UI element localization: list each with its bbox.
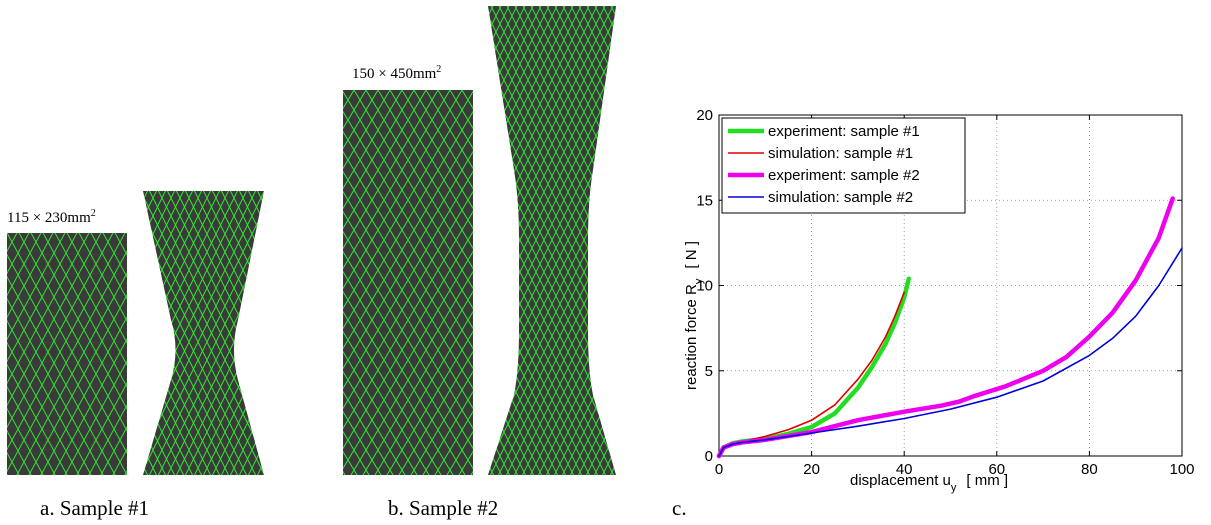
x-tick-label: 40 <box>896 461 913 478</box>
axis-ticks: 0 20 40 60 80 100 0 5 10 15 20 <box>696 107 1194 478</box>
x-tick-label: 80 <box>1081 461 1098 478</box>
x-tick-label: 100 <box>1169 461 1194 478</box>
x-tick-label: 20 <box>803 461 820 478</box>
sample2-dimension-label: 150 × 450mm2 <box>352 64 442 82</box>
x-axis-label: displacement uy[ mm ] <box>850 472 1008 494</box>
y-tick-label: 20 <box>696 107 713 124</box>
sample1-dimension-label: 115 × 230mm2 <box>7 208 96 226</box>
series-line-4 <box>718 247 1183 457</box>
legend-label: experiment: sample #2 <box>768 167 920 184</box>
legend-label: simulation: sample #1 <box>768 145 913 162</box>
caption-c: c. <box>672 496 687 520</box>
legend-label: simulation: sample #2 <box>768 189 913 206</box>
caption-a: a. Sample #1 <box>40 496 150 520</box>
y-tick-label: 0 <box>705 448 713 465</box>
x-tick-label: 60 <box>988 461 1005 478</box>
y-tick-label: 15 <box>696 192 713 209</box>
series-line-3 <box>716 196 1175 459</box>
sample2-deformed-mesh <box>488 6 616 475</box>
y-axis-label: reaction force Ry[ N ] <box>683 241 705 390</box>
chart-series <box>716 196 1183 459</box>
caption-b: b. Sample #2 <box>388 496 499 520</box>
x-tick-label: 0 <box>715 461 723 478</box>
chart-legend: experiment: sample #1 simulation: sample … <box>721 117 966 214</box>
legend-label: experiment: sample #1 <box>768 123 920 140</box>
sample2-undeformed-mesh <box>343 90 473 475</box>
sample1-undeformed-mesh <box>7 233 127 475</box>
y-tick-label: 5 <box>705 363 713 380</box>
y-tick-label: 10 <box>696 278 713 295</box>
sample1-deformed-mesh <box>143 191 264 475</box>
